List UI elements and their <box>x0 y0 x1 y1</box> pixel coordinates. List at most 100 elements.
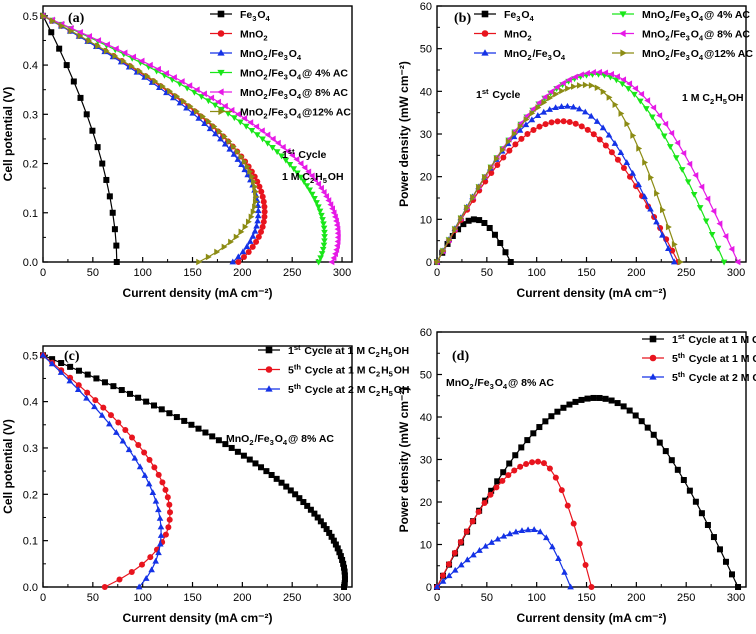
data-point <box>314 514 321 521</box>
data-point <box>506 530 514 537</box>
data-point <box>341 580 348 587</box>
data-point <box>512 528 520 535</box>
data-point <box>148 566 155 573</box>
data-point <box>248 128 256 134</box>
data-point <box>249 173 256 180</box>
data-point <box>594 84 601 92</box>
data-point <box>506 147 513 154</box>
data-point <box>482 178 489 185</box>
data-point <box>57 368 65 375</box>
x-tick-label: 200 <box>233 267 251 279</box>
data-point <box>698 183 705 191</box>
data-point <box>662 448 669 455</box>
data-point <box>255 233 262 240</box>
data-point <box>320 221 327 228</box>
data-point <box>530 126 537 133</box>
data-point <box>315 180 322 188</box>
data-point <box>476 547 483 553</box>
data-point <box>278 479 285 486</box>
data-point <box>576 540 583 547</box>
data-point <box>48 29 55 36</box>
x-tick-label: 250 <box>677 267 695 279</box>
data-point <box>341 572 348 579</box>
data-point <box>605 131 613 138</box>
series-3 <box>433 526 574 590</box>
data-point <box>191 89 198 96</box>
data-point <box>541 99 548 106</box>
data-point <box>311 195 318 202</box>
data-point <box>535 458 542 465</box>
data-point <box>152 77 159 85</box>
legend-marker <box>217 69 225 77</box>
data-point <box>136 463 144 470</box>
data-point <box>584 126 591 133</box>
data-point <box>249 232 257 239</box>
data-point <box>669 247 676 254</box>
data-point <box>643 106 650 112</box>
data-point <box>671 241 678 248</box>
data-point <box>146 61 153 69</box>
data-point <box>451 566 459 573</box>
y-tick-label: 50 <box>420 370 432 382</box>
data-point <box>237 119 244 126</box>
data-point <box>166 410 173 417</box>
data-point <box>464 204 471 212</box>
data-point <box>315 259 322 266</box>
data-point <box>67 363 74 370</box>
data-point <box>86 33 93 40</box>
data-point <box>642 159 649 166</box>
legend-item: 5th Cycle at 1 M C2 H5 OH <box>642 351 756 365</box>
data-point <box>198 94 205 100</box>
data-point <box>666 144 674 150</box>
data-point <box>92 397 99 404</box>
data-point <box>83 111 90 118</box>
data-point <box>264 131 271 139</box>
data-point <box>458 215 465 222</box>
data-point <box>261 208 268 215</box>
data-point <box>112 52 119 60</box>
y-axis-label: Cell potential (V) <box>1 87 15 182</box>
data-point <box>39 351 47 358</box>
data-point <box>221 243 228 251</box>
data-point <box>259 223 266 230</box>
series-3 <box>39 12 262 265</box>
data-point <box>507 259 514 265</box>
data-point <box>590 131 597 138</box>
data-point <box>128 569 135 576</box>
legend-item: MnO2 /Fe3 O4 @12% AC <box>210 107 351 121</box>
data-point <box>297 174 305 181</box>
y-tick-label: 40 <box>420 412 432 424</box>
x-tick-label: 100 <box>133 592 151 604</box>
data-point <box>254 212 262 219</box>
data-point <box>578 71 584 79</box>
data-point <box>686 487 693 494</box>
data-point <box>125 446 133 453</box>
data-point <box>445 572 453 579</box>
annotation: MnO2 /Fe3 O4 @ 8% AC <box>226 433 334 447</box>
data-point <box>500 154 507 161</box>
data-point <box>75 367 82 374</box>
data-point <box>188 421 195 428</box>
data-point <box>648 174 655 181</box>
plot-frame <box>42 5 353 263</box>
data-point <box>95 42 102 50</box>
data-point <box>255 207 262 214</box>
data-point <box>511 467 518 474</box>
x-tick-label: 250 <box>283 267 301 279</box>
data-point <box>542 418 549 425</box>
y-tick-label: 0.5 <box>23 11 38 23</box>
data-point <box>247 119 254 126</box>
data-point <box>167 87 174 95</box>
legend-marker <box>265 366 273 373</box>
data-point <box>457 561 465 568</box>
data-point <box>143 398 150 405</box>
data-point <box>440 247 447 255</box>
data-point <box>312 176 318 184</box>
data-point <box>131 454 139 461</box>
data-point <box>258 127 265 135</box>
data-point <box>535 99 542 106</box>
data-point <box>316 208 324 215</box>
data-point <box>297 160 304 167</box>
data-point <box>530 430 537 437</box>
data-point <box>106 420 113 427</box>
